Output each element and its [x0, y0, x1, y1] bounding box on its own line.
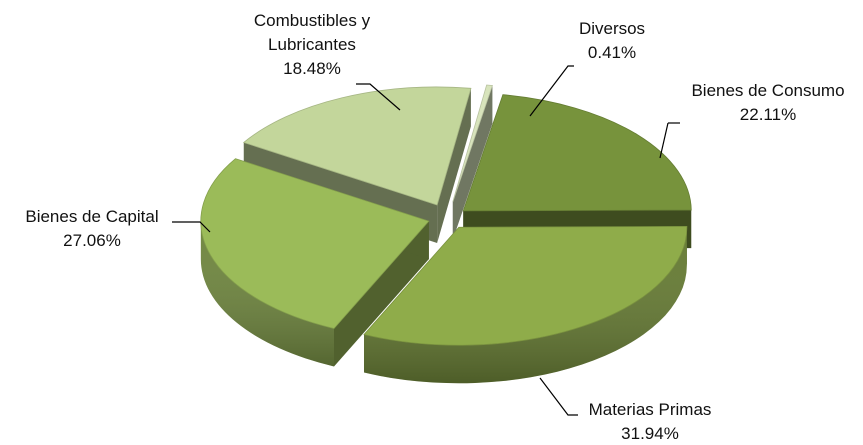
labels-layer: Bienes de Consumo 22.11% Materias Primas 31…: [25, 11, 844, 443]
slice-bienes-de-capital: [200, 158, 430, 329]
leader-line-combustibles-y-lubricantes: [356, 83, 401, 111]
slice-side-bienes-de-capital-shade: [200, 221, 335, 367]
slice-combustibles-y-lubricantes: [242, 86, 472, 206]
data-label-bienes-de-capital: Bienes de Capital 27.06%: [25, 207, 158, 250]
leader-line-diversos: [529, 65, 574, 117]
data-label-line-combustibles-y-lubricantes-0: Combustibles y: [254, 11, 371, 30]
slice-bienes-de-consumo: [462, 94, 692, 212]
slices-layer: [200, 84, 692, 384]
data-label-line-bienes-de-consumo-0: Bienes de Consumo: [691, 81, 844, 100]
data-label-line-bienes-de-consumo-1: 22.11%: [740, 105, 796, 124]
data-label-line-materias-primas-1: 31.94%: [621, 424, 679, 443]
data-label-line-materias-primas-0: Materias Primas: [589, 400, 712, 419]
data-label-combustibles-y-lubricantes: Combustibles y Lubricantes 18.48%: [254, 11, 371, 78]
data-label-line-combustibles-y-lubricantes-2: 18.48%: [283, 59, 341, 78]
data-label-line-diversos-0: Diversos: [579, 19, 645, 38]
data-label-diversos: Diversos 0.41%: [579, 19, 645, 62]
slice-side-materias-primas-shade: [364, 227, 687, 384]
slice-diversos: [452, 84, 493, 202]
slice-wall-end-combustibles-y-lubricantes: [437, 88, 471, 244]
data-label-line-bienes-de-capital-1: 27.06%: [63, 231, 121, 250]
data-label-materias-primas: Materias Primas 31.94%: [589, 400, 712, 443]
data-label-line-diversos-1: 0.41%: [588, 43, 636, 62]
slice-materias-primas: [363, 226, 688, 346]
leader-line-materias-primas: [539, 377, 578, 416]
data-label-line-combustibles-y-lubricantes-1: Lubricantes: [268, 35, 356, 54]
slice-wall-end-diversos: [452, 85, 493, 240]
leader-line-bienes-de-capital: [172, 221, 211, 233]
data-label-line-bienes-de-capital-0: Bienes de Capital: [25, 207, 158, 226]
leader-line-bienes-de-consumo: [659, 122, 669, 159]
data-label-bienes-de-consumo: Bienes de Consumo 22.11%: [691, 81, 844, 124]
slice-wall-start-bienes-de-capital: [334, 221, 429, 367]
